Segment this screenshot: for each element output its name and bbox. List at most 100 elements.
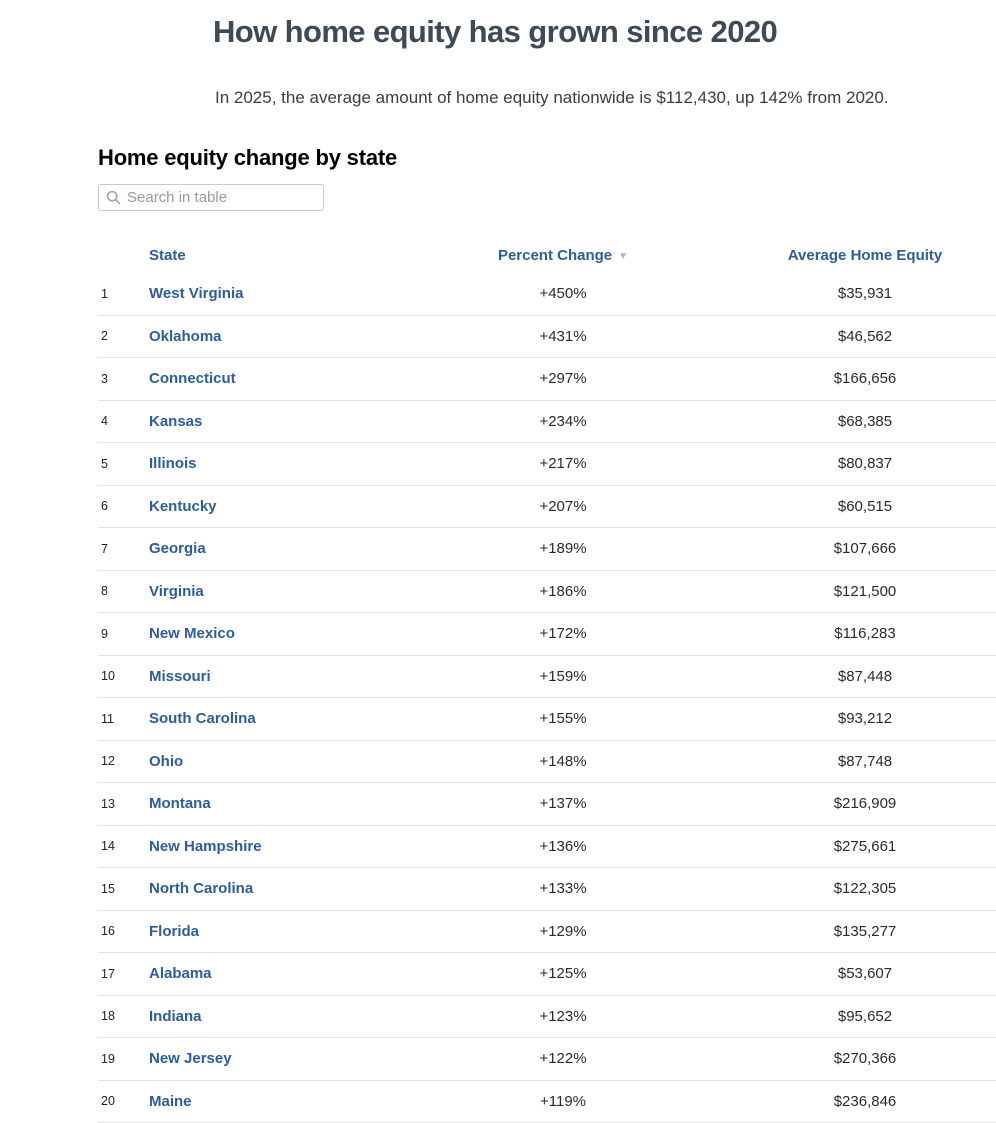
table-section: Home equity change by state State Percen… bbox=[98, 145, 996, 1123]
equity-table: State Percent Change ▼ Average Home Equit… bbox=[98, 237, 996, 1123]
percent-change-value: +234% bbox=[539, 412, 587, 430]
average-home-equity-value: $60,515 bbox=[837, 497, 893, 515]
row-rank: 8 bbox=[101, 584, 108, 599]
average-home-equity-value: $216,909 bbox=[833, 795, 897, 813]
average-home-equity-value: $116,283 bbox=[834, 625, 896, 643]
average-home-equity-value: $95,652 bbox=[837, 1007, 893, 1025]
row-rank: 11 bbox=[101, 711, 114, 726]
table-row: 15 North Carolina +133% $122,305 bbox=[98, 868, 996, 911]
table-row: 20 Maine +119% $236,846 bbox=[98, 1081, 996, 1123]
percent-change-value: +189% bbox=[539, 540, 587, 558]
search-icon bbox=[106, 190, 121, 205]
average-home-equity-value: $135,277 bbox=[833, 922, 897, 940]
percent-change-value: +123% bbox=[539, 1007, 587, 1025]
table-row: 12 Ohio +148% $87,748 bbox=[98, 741, 996, 783]
state-link[interactable]: West Virginia bbox=[149, 285, 244, 303]
row-rank: 9 bbox=[101, 626, 108, 641]
state-link[interactable]: Kentucky bbox=[149, 497, 217, 515]
percent-change-value: +159% bbox=[539, 667, 587, 685]
page-title: How home equity has grown since 2020 bbox=[213, 14, 778, 49]
state-link[interactable]: Oklahoma bbox=[149, 327, 222, 345]
table-row: 17 Alabama +125% $53,607 bbox=[98, 953, 996, 996]
table-row: 10 Missouri +159% $87,448 bbox=[98, 656, 996, 698]
percent-change-value: +297% bbox=[539, 370, 587, 388]
table-body: 1 West Virginia +450% $35,931 2 Oklahoma +431%… bbox=[98, 273, 996, 1123]
table-row: 7 Georgia +189% $107,666 bbox=[98, 528, 996, 571]
percent-change-value: +172% bbox=[539, 625, 587, 643]
state-link[interactable]: South Carolina bbox=[149, 710, 256, 728]
row-rank: 16 bbox=[101, 924, 115, 939]
table-row: 18 Indiana +123% $95,652 bbox=[98, 996, 996, 1038]
average-home-equity-value: $35,931 bbox=[837, 285, 893, 303]
sort-descending-icon: ▼ bbox=[618, 250, 629, 262]
search-input[interactable] bbox=[127, 189, 316, 206]
state-link[interactable]: Montana bbox=[149, 795, 211, 813]
percent-change-value: +136% bbox=[539, 837, 587, 855]
row-rank: 12 bbox=[101, 754, 115, 769]
row-rank: 7 bbox=[101, 541, 108, 556]
average-home-equity-value: $166,656 bbox=[833, 370, 897, 388]
state-link[interactable]: Alabama bbox=[149, 965, 212, 983]
average-home-equity-value: $107,666 bbox=[833, 540, 897, 558]
state-link[interactable]: New Mexico bbox=[149, 625, 235, 643]
average-home-equity-value: $80,837 bbox=[837, 455, 893, 473]
percent-change-header-label: Percent Change bbox=[497, 246, 613, 264]
state-link[interactable]: North Carolina bbox=[149, 880, 254, 898]
percent-change-value: +186% bbox=[539, 582, 587, 600]
table-row: 2 Oklahoma +431% $46,562 bbox=[98, 316, 996, 358]
table-row: 6 Kentucky +207% $60,515 bbox=[98, 486, 996, 528]
row-rank: 1 bbox=[101, 286, 108, 301]
percent-change-value: +133% bbox=[539, 880, 587, 898]
state-link[interactable]: Illinois bbox=[149, 455, 197, 473]
table-row: 19 New Jersey +122% $270,366 bbox=[98, 1038, 996, 1081]
state-link[interactable]: New Jersey bbox=[149, 1050, 232, 1068]
table-row: 8 Virginia +186% $121,500 bbox=[98, 571, 996, 613]
state-link[interactable]: Ohio bbox=[149, 752, 184, 770]
percent-change-value: +122% bbox=[539, 1050, 587, 1068]
row-rank: 19 bbox=[101, 1051, 115, 1066]
percent-change-value: +450% bbox=[539, 285, 587, 303]
row-rank: 10 bbox=[101, 669, 115, 684]
state-link[interactable]: Virginia bbox=[149, 582, 204, 600]
row-rank: 15 bbox=[101, 881, 115, 896]
state-link[interactable]: Indiana bbox=[149, 1007, 202, 1025]
percent-change-value: +155% bbox=[539, 710, 587, 728]
average-home-equity-value: $236,846 bbox=[833, 1092, 897, 1110]
average-home-equity-value: $46,562 bbox=[837, 327, 893, 345]
row-rank: 18 bbox=[101, 1009, 115, 1024]
table-row: 4 Kansas +234% $68,385 bbox=[98, 401, 996, 443]
row-rank: 6 bbox=[101, 499, 108, 514]
row-rank: 3 bbox=[101, 371, 108, 386]
row-rank: 13 bbox=[101, 796, 115, 811]
percent-change-column-header[interactable]: Percent Change ▼ bbox=[417, 247, 709, 264]
section-heading: Home equity change by state bbox=[98, 145, 398, 170]
table-search[interactable] bbox=[98, 184, 324, 211]
average-home-equity-column-header[interactable]: Average Home Equity bbox=[787, 246, 943, 264]
state-link[interactable]: Missouri bbox=[149, 667, 211, 685]
average-home-equity-value: $53,607 bbox=[837, 965, 893, 983]
row-rank: 14 bbox=[101, 839, 115, 854]
state-link[interactable]: Kansas bbox=[149, 412, 203, 430]
table-row: 14 New Hampshire +136% $275,661 bbox=[98, 826, 996, 868]
state-link[interactable]: Florida bbox=[149, 922, 200, 940]
state-link[interactable]: Connecticut bbox=[149, 370, 236, 388]
state-link[interactable]: Maine bbox=[149, 1092, 192, 1110]
percent-change-value: +431% bbox=[539, 327, 587, 345]
article-header: How home equity has grown since 2020 In … bbox=[0, 0, 996, 108]
average-home-equity-value: $121,500 bbox=[833, 582, 897, 600]
table-row: 1 West Virginia +450% $35,931 bbox=[98, 273, 996, 316]
percent-change-value: +129% bbox=[539, 922, 587, 940]
average-home-equity-value: $87,448 bbox=[837, 667, 893, 685]
average-home-equity-value: $93,212 bbox=[837, 710, 893, 728]
percent-change-value: +119% bbox=[539, 1092, 586, 1110]
state-link[interactable]: New Hampshire bbox=[149, 837, 262, 855]
average-home-equity-value: $270,366 bbox=[833, 1050, 897, 1068]
percent-change-value: +125% bbox=[539, 965, 587, 983]
state-column-header[interactable]: State bbox=[149, 246, 186, 264]
average-home-equity-value: $87,748 bbox=[837, 752, 893, 770]
state-link[interactable]: Georgia bbox=[149, 540, 206, 558]
row-rank: 5 bbox=[101, 456, 108, 471]
table-row: 3 Connecticut +297% $166,656 bbox=[98, 358, 996, 401]
table-row: 5 Illinois +217% $80,837 bbox=[98, 443, 996, 486]
percent-change-value: +217% bbox=[539, 455, 587, 473]
